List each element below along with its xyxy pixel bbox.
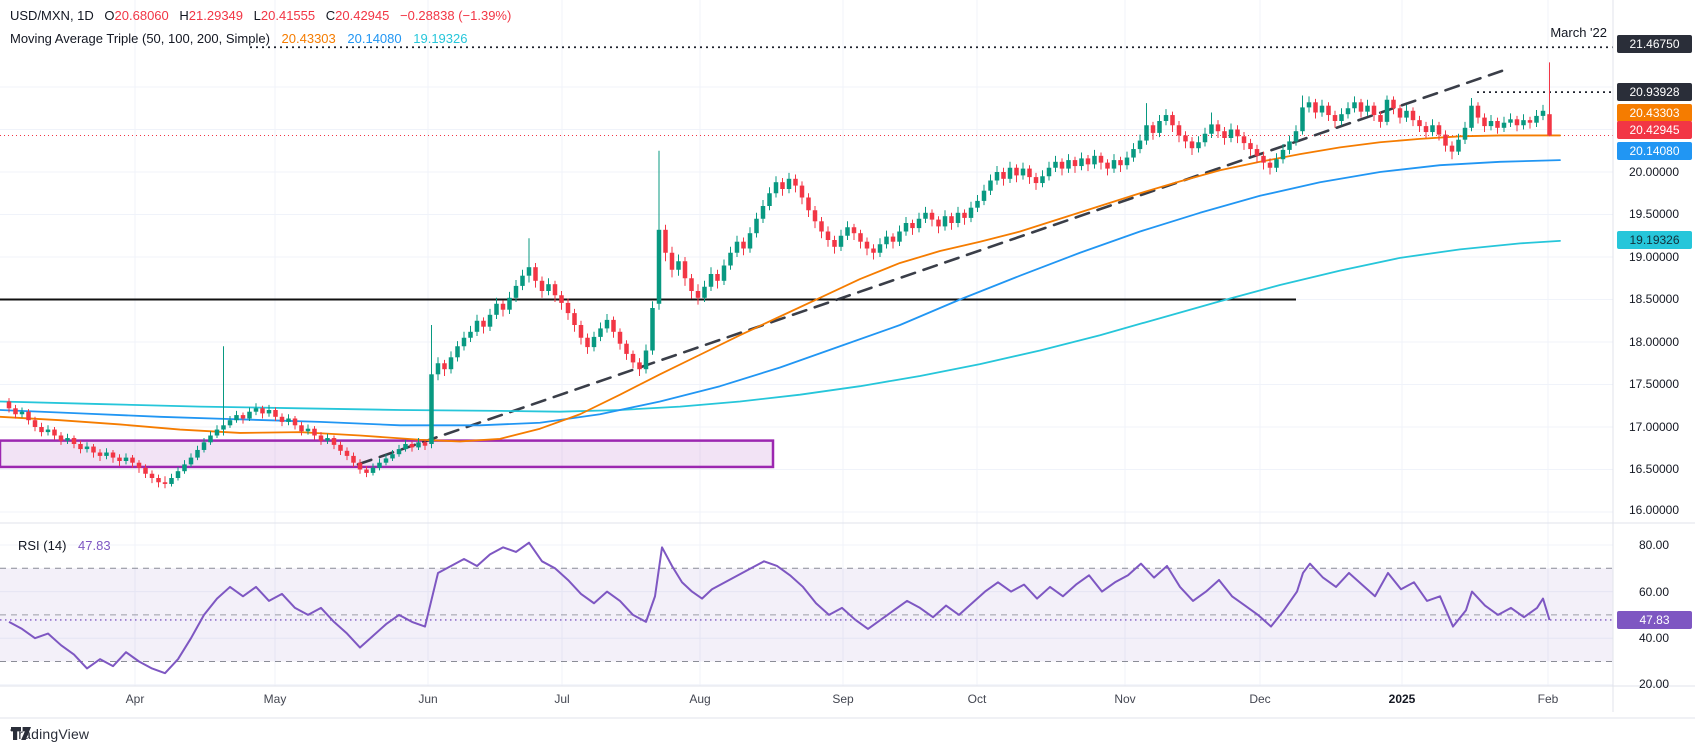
axis-tick-label: 17.00000	[1628, 420, 1680, 434]
axis-tick-label: 20.00000	[1628, 165, 1680, 179]
axis-price-badge: 20.42945	[1617, 121, 1692, 139]
ma-indicator-legend[interactable]: Moving Average Triple (50, 100, 200, Sim…	[10, 31, 467, 46]
open-value: 20.68060	[114, 8, 169, 23]
axis-price-badge: 20.14080	[1617, 142, 1692, 160]
rsi-line	[8, 541, 1551, 675]
axis-price-badge: 21.46750	[1617, 35, 1692, 53]
axis-tick-label: 18.00000	[1628, 335, 1680, 349]
symbol-legend[interactable]: USD/MXN, 1D O20.68060 H21.29349 L20.4155…	[10, 8, 511, 23]
open-label: O	[104, 8, 115, 23]
time-axis-label: Jul	[554, 692, 570, 706]
axis-tick-label: 20.00	[1638, 677, 1670, 691]
time-axis-label: Feb	[1537, 692, 1559, 706]
close-label: C	[325, 8, 336, 23]
rsi-value: 47.83	[78, 538, 111, 553]
time-axis-label: May	[263, 692, 287, 706]
time-axis-label: Sep	[832, 692, 854, 706]
axis-tick-label: 80.00	[1638, 538, 1670, 552]
time-axis[interactable]: Apr May Jun Jul Aug Sep Oct Nov Dec 2025 Feb	[0, 686, 1695, 712]
axis-tick-label: 40.00	[1638, 631, 1670, 645]
sma200-value: 19.19326	[413, 31, 468, 46]
symbol-title: USD/MXN, 1D	[10, 8, 94, 23]
low-value: 20.41555	[260, 8, 316, 23]
time-axis-label: Apr	[125, 692, 145, 706]
change-value: −0.28838 (−1.39%)	[400, 8, 512, 23]
price-axis[interactable]: 20.00000 19.50000 19.00000 18.50000 18.00000…	[1613, 0, 1695, 712]
sma200-line	[0, 239, 1561, 413]
time-axis-label: Aug	[689, 692, 711, 706]
low-label: L	[253, 8, 261, 23]
axis-tick-label: 19.00000	[1628, 250, 1680, 264]
time-axis-label: Nov	[1114, 692, 1136, 706]
high-value: 21.29349	[188, 8, 244, 23]
axis-price-badge: 20.93928	[1617, 83, 1692, 101]
axis-tick-label: 16.00000	[1628, 503, 1680, 517]
sma50-value: 20.43303	[281, 31, 336, 46]
candles-layer	[6, 62, 1552, 489]
axis-tick-label: 19.50000	[1628, 207, 1680, 221]
close-value: 20.42945	[335, 8, 390, 23]
axis-tick-label: 60.00	[1638, 585, 1670, 599]
high-label: H	[179, 8, 189, 23]
sma100-line	[0, 159, 1561, 427]
sma50-line	[0, 134, 1561, 443]
ascending-trendline	[356, 69, 1504, 466]
axis-price-badge: 19.19326	[1617, 231, 1692, 249]
time-axis-label: Jun	[418, 692, 438, 706]
march22-annotation: March '22	[1550, 25, 1607, 40]
axis-price-badge: 47.83	[1617, 611, 1692, 629]
rsi-title: RSI (14)	[18, 538, 67, 553]
ma-indicator-title: Moving Average Triple (50, 100, 200, Sim…	[10, 31, 270, 46]
time-axis-label: Dec	[1249, 692, 1271, 706]
axis-tick-label: 16.50000	[1628, 462, 1680, 476]
axis-tick-label: 18.50000	[1628, 292, 1680, 306]
time-axis-label: 2025	[1388, 692, 1416, 706]
footer-attribution[interactable]: TradingView	[10, 726, 89, 742]
tradingview-logo-icon	[11, 727, 31, 740]
sma100-value: 20.14080	[347, 31, 402, 46]
time-axis-label: Oct	[967, 692, 987, 706]
axis-tick-label: 17.50000	[1628, 377, 1680, 391]
rsi-legend[interactable]: RSI (14) 47.83	[18, 538, 111, 553]
axis-price-badge: 20.43303	[1617, 104, 1692, 122]
